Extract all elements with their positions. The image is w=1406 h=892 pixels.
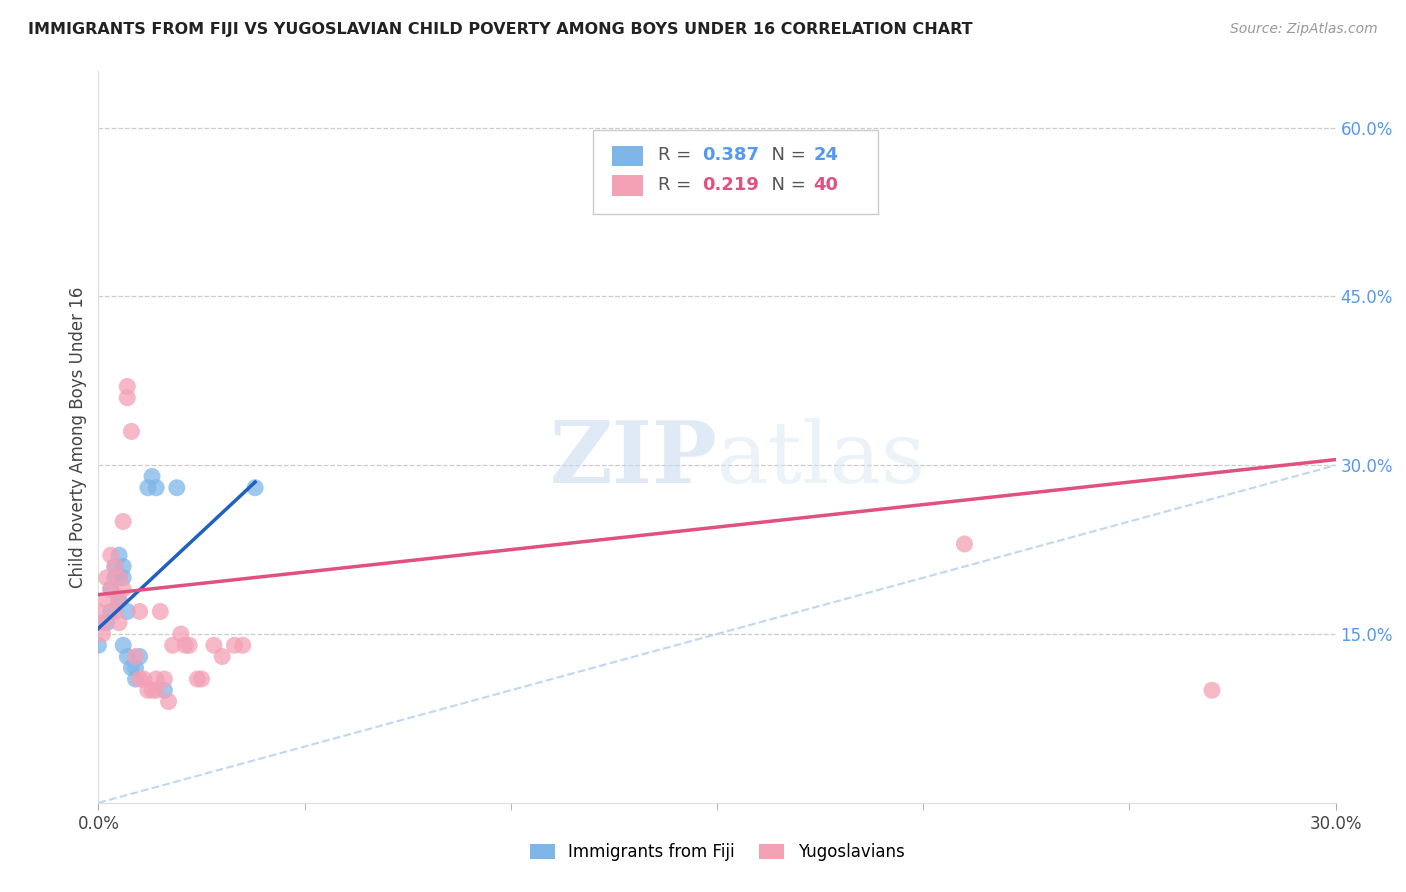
Point [141, 683, 163, 698]
Point [112, 571, 135, 585]
Text: R =: R = [658, 146, 696, 164]
Legend: Immigrants from Fiji, Yugoslavians: Immigrants from Fiji, Yugoslavians [523, 837, 911, 868]
Point [128, 649, 150, 664]
Text: N =: N = [761, 146, 811, 164]
Point [104, 559, 127, 574]
Y-axis label: Child Poverty Among Boys Under 16: Child Poverty Among Boys Under 16 [69, 286, 87, 588]
Point [162, 638, 184, 652]
Point [145, 683, 167, 698]
Point [96, 571, 118, 585]
Point [243, 481, 266, 495]
Point [211, 649, 233, 664]
Point [124, 672, 146, 686]
Point [224, 638, 246, 652]
Text: N =: N = [761, 176, 811, 194]
Point [153, 683, 176, 698]
Point [117, 605, 139, 619]
Point [145, 672, 167, 686]
Text: IMMIGRANTS FROM FIJI VS YUGOSLAVIAN CHILD POVERTY AMONG BOYS UNDER 16 CORRELATIO: IMMIGRANTS FROM FIJI VS YUGOSLAVIAN CHIL… [28, 22, 973, 37]
Point [108, 571, 131, 585]
Point [232, 638, 254, 652]
Point [190, 672, 212, 686]
Point [104, 571, 127, 585]
Point [104, 605, 127, 619]
Point [100, 582, 122, 596]
Point [100, 548, 122, 562]
Text: R =: R = [658, 176, 696, 194]
Text: 0.219: 0.219 [702, 176, 759, 194]
Point [132, 672, 155, 686]
Point [91, 615, 114, 630]
Point [179, 638, 201, 652]
Point [91, 627, 114, 641]
Point [112, 582, 135, 596]
Text: 24: 24 [814, 146, 838, 164]
Point [174, 638, 197, 652]
Point [120, 425, 142, 439]
Point [141, 469, 163, 483]
Point [112, 638, 135, 652]
Point [112, 515, 135, 529]
Point [108, 615, 131, 630]
Point [104, 559, 127, 574]
FancyBboxPatch shape [612, 146, 643, 167]
Point [186, 672, 208, 686]
Point [124, 649, 146, 664]
Point [117, 649, 139, 664]
Point [1201, 683, 1223, 698]
Point [953, 537, 976, 551]
Point [96, 593, 118, 607]
Point [170, 627, 193, 641]
Point [117, 391, 139, 405]
Point [108, 593, 131, 607]
Point [108, 548, 131, 562]
Text: 0.387: 0.387 [702, 146, 759, 164]
Point [149, 605, 172, 619]
Text: 40: 40 [814, 176, 838, 194]
Point [202, 638, 225, 652]
Point [145, 481, 167, 495]
Point [117, 379, 139, 393]
Point [124, 661, 146, 675]
Point [100, 582, 122, 596]
Point [166, 481, 188, 495]
Point [157, 694, 180, 708]
Text: ZIP: ZIP [550, 417, 717, 501]
Point [100, 605, 122, 619]
Point [136, 683, 159, 698]
Point [128, 672, 150, 686]
Point [112, 559, 135, 574]
FancyBboxPatch shape [612, 175, 643, 195]
Point [120, 661, 142, 675]
Point [108, 593, 131, 607]
Point [136, 481, 159, 495]
Point [96, 615, 118, 630]
Point [87, 638, 110, 652]
Text: Source: ZipAtlas.com: Source: ZipAtlas.com [1230, 22, 1378, 37]
Text: atlas: atlas [717, 417, 927, 500]
Point [87, 605, 110, 619]
FancyBboxPatch shape [593, 130, 877, 214]
Point [128, 605, 150, 619]
Point [108, 571, 131, 585]
Point [153, 672, 176, 686]
